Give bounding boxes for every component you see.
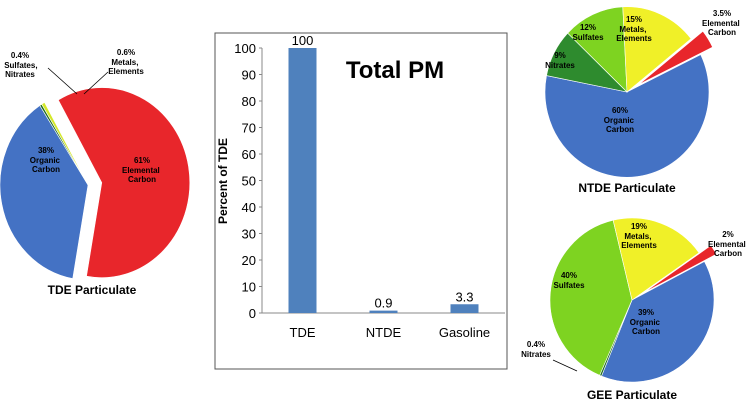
tde-label-sulfates-line2: Nitrates <box>5 70 35 79</box>
tde-label-sulfates-pct: 0.4% <box>11 51 29 60</box>
y-tick-label: 20 <box>242 253 256 268</box>
tde-leader-sulfates <box>47 67 78 95</box>
tde-label-organic-line1: Organic <box>30 156 61 165</box>
y-tick-label: 40 <box>242 200 256 215</box>
gee-slice-metals-elements <box>612 217 700 301</box>
ntde-pie-chart: 60% Organic Carbon 9% Nitrates 12% Sulfa… <box>544 6 742 195</box>
y-tick-label: 50 <box>242 174 256 189</box>
bar-chart-ylabel: Percent of TDE <box>216 138 230 224</box>
ntde-label-elemental-name: Elemental Carbon <box>702 19 742 37</box>
tde-pie-chart: 0.4% Sulfates, Nitrates 0.6% Metals, Ele… <box>0 48 191 297</box>
tde-label-sulfates-line1: Sulfates, <box>4 61 37 70</box>
ntde-label-metals-line1: Metals, <box>619 25 646 34</box>
bar-tde <box>288 48 317 313</box>
bars: 100 TDE 0.9 NTDE 3.3 Gasoline <box>288 33 490 340</box>
ntde-label-metals-pct: 15% <box>626 15 642 24</box>
gee-leader-nitrates <box>552 359 578 372</box>
bar-value-label: 0.9 <box>374 296 392 311</box>
tde-slice-elemental-carbon <box>57 87 191 278</box>
tde-label-organic-name: Organic Carbon <box>30 156 62 174</box>
y-tick-label: 100 <box>234 41 256 56</box>
y-tick-label: 10 <box>242 280 256 295</box>
gee-label-organic-line1: Organic <box>630 318 661 327</box>
bar-ntde <box>369 310 398 313</box>
tde-label-organic-pct: 38% <box>38 146 54 155</box>
gee-pie-chart: 39% Organic Carbon 40% Sulfates 19% Meta… <box>521 217 748 402</box>
tde-label-elemental-name: Elemental Carbon <box>122 166 162 184</box>
ntde-label-metals-name: Metals, Elements <box>616 25 652 43</box>
ntde-label-elemental-line2: Carbon <box>708 28 736 37</box>
gee-label-sulfates-pct: 40% <box>561 271 577 280</box>
bar-value-label: 100 <box>292 33 314 48</box>
gee-label-metals-pct: 19% <box>631 222 647 231</box>
x-tick-label: Gasoline <box>439 325 490 340</box>
tde-label-sulfates-name: Sulfates, Nitrates <box>4 61 40 79</box>
ntde-label-organic-line2: Carbon <box>606 125 634 134</box>
gee-label-elemental-line2: Carbon <box>714 249 742 258</box>
total-pm-bar-chart: Total PM Percent of TDE 0 10 20 30 40 50 60 70 8… <box>214 32 508 370</box>
gee-label-metals-line2: Elements <box>621 241 657 250</box>
gee-slice-sulfates <box>549 219 633 376</box>
x-tick-label: TDE <box>290 325 316 340</box>
ntde-label-nitrates-pct: 9% <box>554 51 566 60</box>
ntde-label-organic-pct: 60% <box>612 106 628 115</box>
gee-label-organic-name: Organic Carbon <box>630 318 662 336</box>
ntde-slice-metals-elements <box>622 6 692 93</box>
gee-label-sulfates-name: Sulfates <box>553 281 585 290</box>
bar-chart-title: Total PM <box>346 57 444 84</box>
y-tick-label: 80 <box>242 94 256 109</box>
ntde-label-sulfates-pct: 12% <box>580 23 596 32</box>
tde-label-elemental-line2: Carbon <box>128 175 156 184</box>
tde-label-organic-line2: Carbon <box>32 165 60 174</box>
y-tick-label: 60 <box>242 147 256 162</box>
y-tick-label: 90 <box>242 68 256 83</box>
ntde-label-organic-line1: Organic <box>604 116 635 125</box>
gee-label-metals-line1: Metals, <box>624 232 651 241</box>
y-tick-label: 70 <box>242 121 256 136</box>
ntde-slice-sulfates <box>567 6 628 93</box>
tde-pie-title: TDE Particulate <box>48 283 137 297</box>
ntde-slice-elemental-carbon <box>638 30 713 85</box>
y-tick-label: 30 <box>242 227 256 242</box>
gee-label-organic-line2: Carbon <box>632 327 660 336</box>
tde-label-metals-pct: 0.6% <box>117 48 135 57</box>
ntde-label-nitrates-name: Nitrates <box>545 61 575 70</box>
ntde-label-sulfates-name: Sulfates <box>572 33 604 42</box>
gee-label-metals-name: Metals, Elements <box>621 232 657 250</box>
ntde-pie-title: NTDE Particulate <box>578 181 676 195</box>
gee-label-nitrates-name: Nitrates <box>521 350 551 359</box>
gee-label-elemental-name: Elemental Carbon <box>708 240 748 258</box>
tde-label-metals-name: Metals, Elements <box>108 58 144 76</box>
tde-label-metals-line1: Metals, <box>111 58 138 67</box>
tde-label-elemental-pct: 61% <box>134 156 150 165</box>
ntde-label-elemental-line1: Elemental <box>702 19 740 28</box>
x-tick-label: NTDE <box>366 325 402 340</box>
gee-slice-organic-carbon <box>601 261 715 383</box>
tde-label-metals-line2: Elements <box>108 67 144 76</box>
ntde-label-elemental-pct: 3.5% <box>713 9 731 18</box>
y-tick-label: 0 <box>249 306 256 321</box>
bar-gasoline <box>450 304 479 313</box>
ntde-label-metals-line2: Elements <box>616 34 652 43</box>
y-tick-labels: 0 10 20 30 40 50 60 70 80 90 100 <box>234 41 262 321</box>
ntde-slice-organic-carbon <box>544 54 710 178</box>
gee-label-organic-pct: 39% <box>638 308 654 317</box>
gee-label-elemental-line1: Elemental <box>708 240 746 249</box>
gee-label-nitrates-pct: 0.4% <box>527 340 545 349</box>
tde-slice-metals-elements <box>41 101 89 186</box>
tde-leader-metals <box>83 71 109 95</box>
gee-label-elemental-pct: 2% <box>722 230 734 239</box>
ntde-label-organic-name: Organic Carbon <box>604 116 636 134</box>
tde-label-elemental-line1: Elemental <box>122 166 160 175</box>
bar-value-label: 3.3 <box>455 289 473 304</box>
gee-slice-elemental-carbon <box>643 245 717 293</box>
gee-pie-title: GEE Particulate <box>587 388 677 402</box>
